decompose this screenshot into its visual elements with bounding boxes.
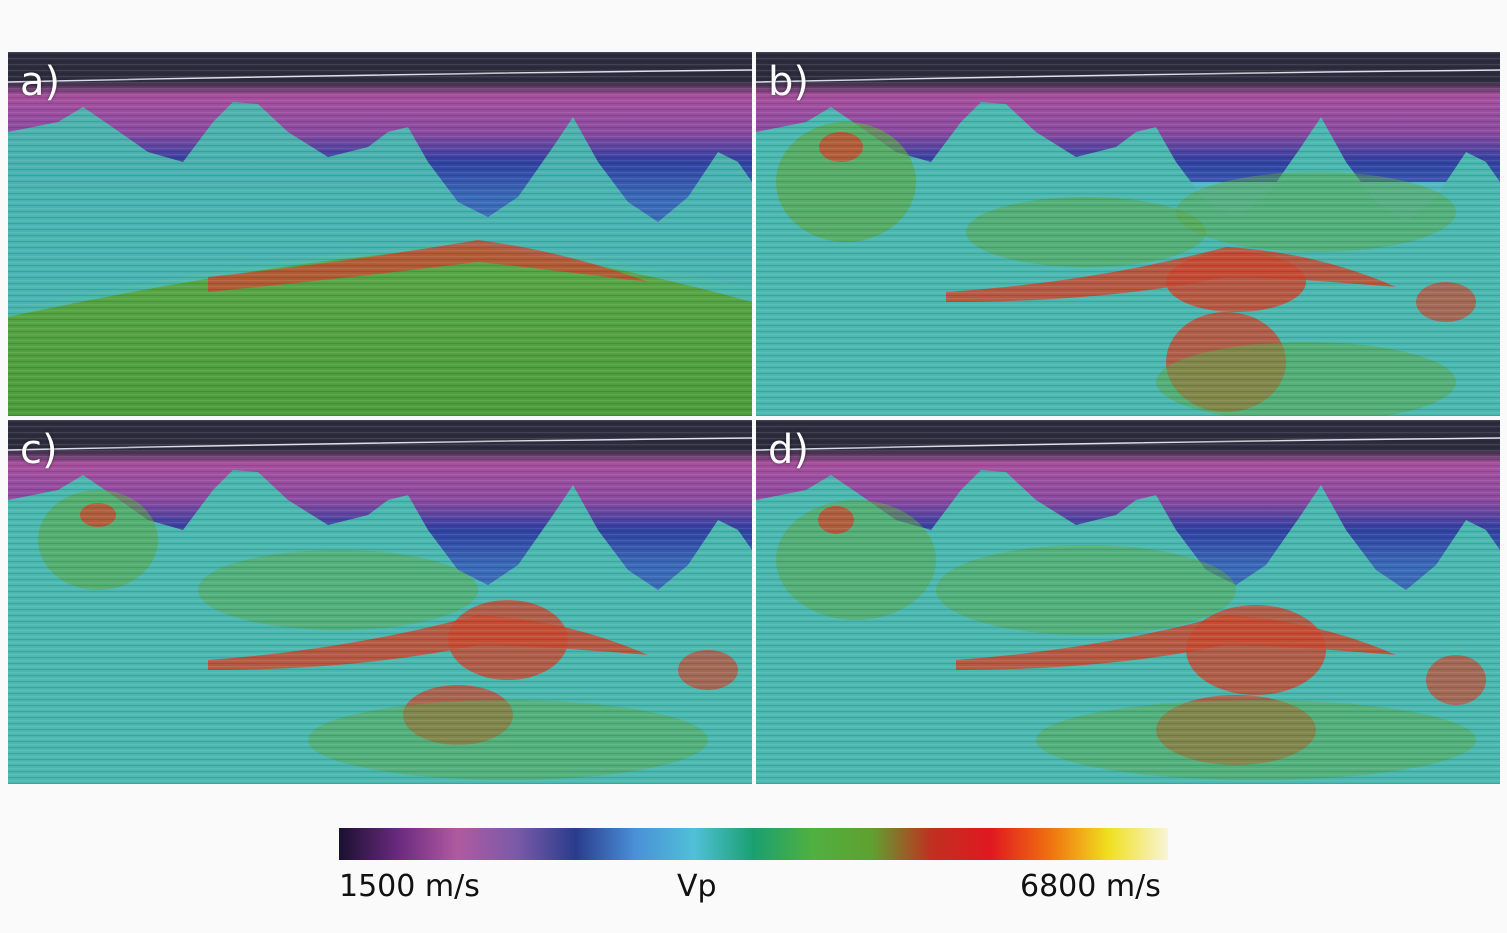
velocity-panel-b: b) xyxy=(756,52,1500,416)
velocity-image-b xyxy=(756,52,1500,416)
velocity-panel-d: d) xyxy=(756,420,1500,784)
colorbar-min-label: 1500 m/s xyxy=(339,869,480,904)
velocity-colorbar xyxy=(339,828,1168,860)
colorbar-max-label: 6800 m/s xyxy=(1020,869,1161,904)
panel-label: c) xyxy=(20,427,58,473)
velocity-panel-c: c) xyxy=(8,420,752,784)
velocity-image-d xyxy=(756,420,1500,784)
panel-label: d) xyxy=(768,427,809,473)
colorbar-gradient xyxy=(339,828,1168,860)
velocity-image-a xyxy=(8,52,752,416)
velocity-image-c xyxy=(8,420,752,784)
colorbar-title: Vp xyxy=(677,869,717,904)
panel-label: a) xyxy=(20,59,61,105)
velocity-panel-a: a) xyxy=(8,52,752,416)
panel-label: b) xyxy=(768,59,809,105)
